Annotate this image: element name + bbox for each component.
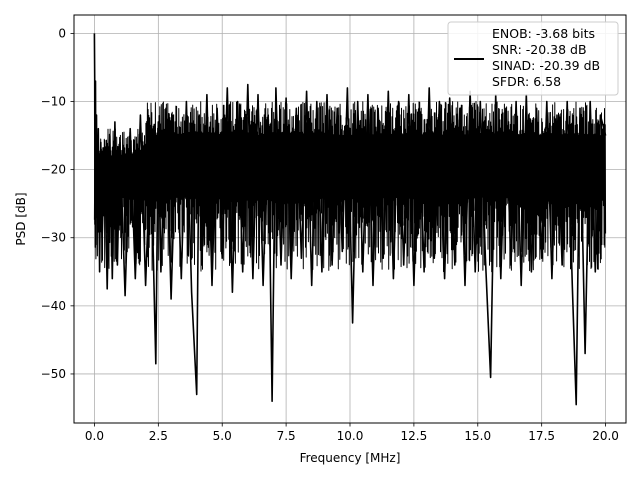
x-tick-label: 10.0 (337, 429, 364, 443)
x-tick-label: 12.5 (401, 429, 428, 443)
x-tick-label: 5.0 (213, 429, 232, 443)
legend-line-sfdr: SFDR: 6.58 (492, 74, 561, 89)
y-tick-label: −10 (41, 95, 66, 109)
x-tick-label: 15.0 (464, 429, 491, 443)
x-tick-label: 17.5 (528, 429, 555, 443)
x-tick-label: 2.5 (149, 429, 168, 443)
y-tick-label: 0 (58, 26, 66, 40)
y-tick-label: −30 (41, 231, 66, 245)
y-axis-label: PSD [dB] (14, 192, 28, 245)
legend-line-snr: SNR: -20.38 dB (492, 42, 587, 57)
legend-line-sinad: SINAD: -20.39 dB (492, 58, 600, 73)
x-tick-label: 7.5 (277, 429, 296, 443)
x-tick-label: 20.0 (592, 429, 619, 443)
series-group (93, 33, 607, 406)
y-tick-label: −20 (41, 163, 66, 177)
legend: ENOB: -3.68 bits SNR: -20.38 dB SINAD: -… (447, 21, 619, 96)
series-line (93, 33, 607, 406)
y-tick-label: −40 (41, 299, 66, 313)
x-axis-label: Frequency [MHz] (300, 451, 401, 465)
x-axis-ticks: 0.0 2.5 5.0 7.5 10.0 12.5 15.0 17.5 20.0 (85, 423, 619, 443)
legend-box (447, 21, 619, 96)
x-tick-label: 0.0 (85, 429, 104, 443)
y-tick-label: −50 (41, 367, 66, 381)
y-axis-ticks: 0 −10 −20 −30 −40 −50 (41, 26, 74, 381)
legend-line-enob: ENOB: -3.68 bits (492, 26, 595, 41)
